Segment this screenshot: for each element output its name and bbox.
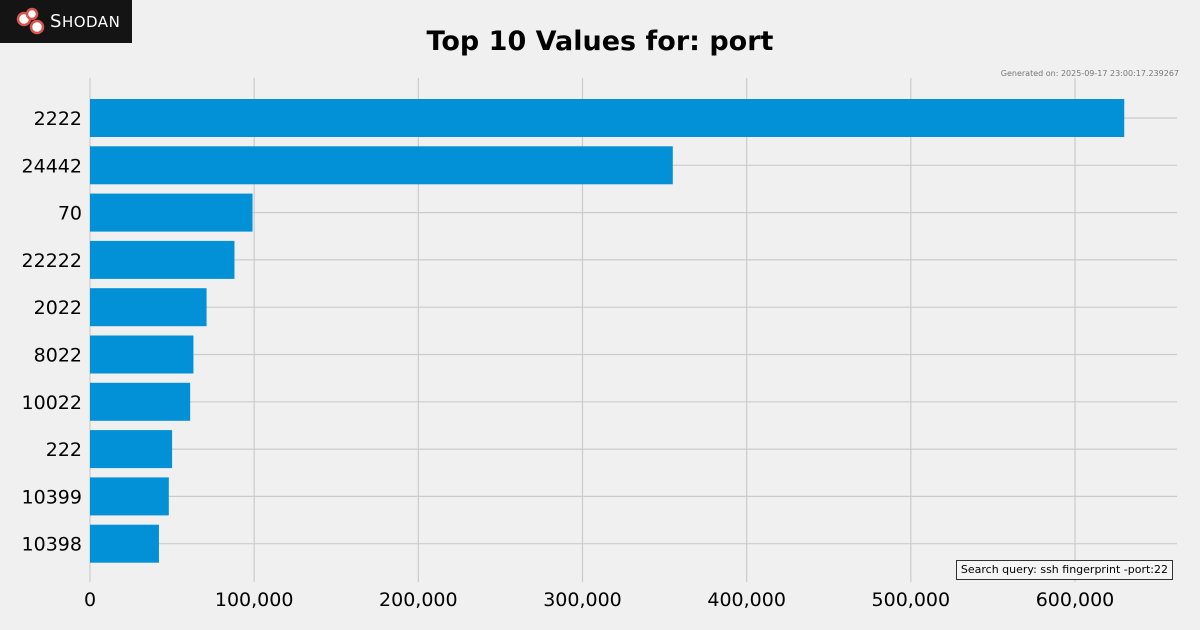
x-tick-label: 200,000 xyxy=(379,589,458,611)
x-tick-label: 100,000 xyxy=(215,589,294,611)
y-tick-label: 10399 xyxy=(22,486,82,508)
y-tick-label: 2222 xyxy=(34,108,82,130)
search-query-label: Search query: ssh fingerprint -port:22 xyxy=(955,560,1173,580)
bar-22222 xyxy=(90,240,235,279)
y-tick-label: 8022 xyxy=(34,345,82,367)
y-tick-label: 10398 xyxy=(22,534,82,556)
bar-70 xyxy=(90,193,253,232)
bar-10399 xyxy=(90,477,169,516)
bar-10022 xyxy=(90,382,191,421)
y-tick-label: 2022 xyxy=(34,297,82,319)
y-tick-label: 222 xyxy=(46,439,82,461)
bar-10398 xyxy=(90,524,159,563)
x-tick-label: 600,000 xyxy=(1036,589,1115,611)
y-tick-label: 10022 xyxy=(22,392,82,414)
bar-2222 xyxy=(90,99,1125,137)
y-tick-label: 70 xyxy=(58,203,82,225)
bar-2022 xyxy=(90,288,207,327)
bar-8022 xyxy=(90,335,194,374)
bar-24442 xyxy=(90,146,673,185)
y-tick-label: 22222 xyxy=(22,250,82,272)
y-tick-label: 24442 xyxy=(22,155,82,177)
x-tick-label: 400,000 xyxy=(707,589,786,611)
x-tick-label: 500,000 xyxy=(872,589,951,611)
bar-222 xyxy=(90,430,173,469)
x-tick-label: 0 xyxy=(84,589,96,611)
shodan-logo-icon xyxy=(16,7,45,35)
x-tick-label: 300,000 xyxy=(543,589,622,611)
shodan-logo[interactable]: SHODAN xyxy=(0,0,132,43)
chart-title: Top 10 Values for: port xyxy=(426,26,774,57)
generated-timestamp: Generated on: 2025-09-17 23:00:17.239267 xyxy=(1000,69,1179,78)
shodan-logo-text: SHODAN xyxy=(50,11,121,32)
